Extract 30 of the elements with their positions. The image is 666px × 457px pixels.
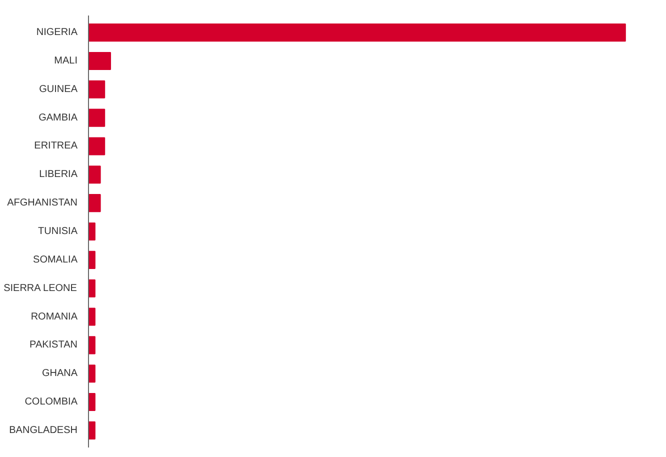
bar	[88, 364, 96, 383]
bar	[88, 166, 101, 184]
y-tick-label: GHANA	[42, 368, 78, 380]
y-tick-label: BANGLADESH	[9, 424, 78, 436]
bar	[88, 279, 96, 298]
y-tick-label: GUINEA	[39, 84, 78, 95]
bar	[88, 393, 96, 412]
bar	[88, 308, 96, 326]
y-tick-label: GAMBIA	[38, 112, 78, 124]
y-tick-label: TUNISIA	[38, 226, 78, 237]
bar	[88, 222, 96, 241]
y-tick-label: NIGERIA	[36, 27, 78, 38]
y-tick-label: COLOMBIA	[24, 396, 78, 408]
y-tick-label: SOMALIA	[33, 254, 78, 266]
y-tick-label: ROMANIA	[30, 311, 78, 322]
bar	[88, 336, 96, 354]
bar	[88, 52, 112, 70]
y-tick-label: ERITREA	[34, 140, 78, 152]
bar	[88, 250, 96, 269]
y-tick-label: PAKISTAN	[30, 340, 78, 351]
bar	[88, 80, 106, 98]
bar	[88, 24, 626, 42]
y-tick-label: MALI	[54, 55, 78, 66]
bar	[88, 108, 106, 127]
y-tick-label: AFGHANISTAN	[7, 198, 78, 209]
y-tick-label: SIERRA LEONE	[4, 282, 78, 294]
y-tick-label: LIBERIA	[39, 169, 78, 180]
bar	[88, 194, 101, 212]
bar	[88, 137, 106, 156]
bar	[88, 421, 96, 440]
